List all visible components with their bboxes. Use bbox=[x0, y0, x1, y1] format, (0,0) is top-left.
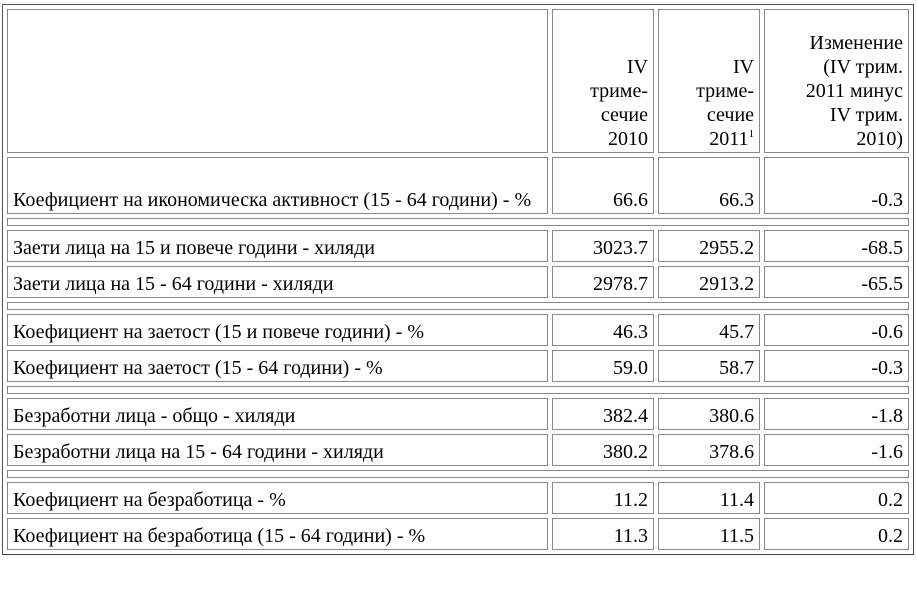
row-label: Безработни лица на 15 - 64 години - хиля… bbox=[7, 434, 548, 466]
value-cell: 58.7 bbox=[658, 350, 761, 382]
header-line: триме- bbox=[590, 80, 648, 102]
table-row: Коефициент на безработица (15 - 64 годин… bbox=[7, 518, 909, 550]
row-label: Коефициент на заетост (15 - 64 години) -… bbox=[7, 350, 548, 382]
header-line: IV трим. bbox=[829, 104, 903, 126]
spacer-cell bbox=[7, 302, 909, 310]
row-label: Коефициент на заетост (15 и повече годин… bbox=[7, 314, 548, 346]
value-cell: 2978.7 bbox=[551, 266, 654, 298]
footnote-mark: 1 bbox=[748, 128, 755, 140]
header-cell bbox=[7, 9, 548, 153]
table-row: Безработни лица на 15 - 64 години - хиля… bbox=[7, 434, 909, 466]
value-cell: 378.6 bbox=[658, 434, 761, 466]
value-cell: 59.0 bbox=[551, 350, 654, 382]
spacer-cell bbox=[7, 386, 909, 394]
table-row: Заети лица на 15 и повече години - хиляд… bbox=[7, 230, 909, 262]
header-line: (IV трим. bbox=[823, 56, 903, 78]
header-cell: IV триме-сечие 20111 bbox=[658, 9, 761, 153]
value-cell: -65.5 bbox=[764, 266, 909, 298]
row-label: Коефициент на безработица - % bbox=[7, 482, 548, 514]
header-line: IV bbox=[732, 56, 755, 78]
header-line: Изменение bbox=[809, 32, 903, 54]
value-cell: 3023.7 bbox=[551, 230, 654, 262]
value-cell: 66.6 bbox=[551, 157, 654, 214]
value-cell: 11.3 bbox=[551, 518, 654, 550]
header-line: сечие bbox=[706, 104, 755, 126]
value-cell: 0.2 bbox=[764, 482, 909, 514]
value-cell: -68.5 bbox=[764, 230, 909, 262]
value-cell: -0.6 bbox=[764, 314, 909, 346]
value-cell: 380.2 bbox=[551, 434, 654, 466]
value-cell: -1.6 bbox=[764, 434, 909, 466]
value-cell: 2955.2 bbox=[658, 230, 761, 262]
header-line: 2011 минус bbox=[805, 80, 903, 102]
table-row: Коефициент на безработица - % 11.2 11.4 0.2 bbox=[7, 482, 909, 514]
header-cell: Изменение (IV трим. 2011 минус IV трим. 2010… bbox=[764, 9, 909, 153]
spacer-cell bbox=[7, 470, 909, 478]
spacer-row bbox=[7, 218, 909, 226]
value-cell: 380.6 bbox=[658, 398, 761, 430]
row-label: Коефициент на безработица (15 - 64 годин… bbox=[7, 518, 548, 550]
spacer-row bbox=[7, 302, 909, 310]
table-row: Коефициент на заетост (15 - 64 години) -… bbox=[7, 350, 909, 382]
row-label: Заети лица на 15 и повече години - хиляд… bbox=[7, 230, 548, 262]
value-cell: 45.7 bbox=[658, 314, 761, 346]
value-cell: 11.5 bbox=[658, 518, 761, 550]
row-label: Коефициент на икономическа активност (15… bbox=[7, 157, 548, 214]
header-line: триме- bbox=[696, 80, 755, 102]
row-label: Заети лица на 15 - 64 години - хиляди bbox=[7, 266, 548, 298]
header-row: IV триме-сечие 2010 IV триме-сечие 20111 Измен… bbox=[7, 9, 909, 153]
table-row: Коефициент на заетост (15 и повече годин… bbox=[7, 314, 909, 346]
table-row: Заети лица на 15 - 64 години - хиляди 297… bbox=[7, 266, 909, 298]
value-cell: 11.2 bbox=[551, 482, 654, 514]
value-cell: 382.4 bbox=[551, 398, 654, 430]
table-row: Коефициент на икономическа активност (15… bbox=[7, 157, 909, 214]
spacer-row bbox=[7, 470, 909, 478]
spacer-row bbox=[7, 386, 909, 394]
header-line: сечие bbox=[600, 104, 648, 126]
header-line: 2011 bbox=[709, 128, 749, 150]
header-line: 2010) bbox=[856, 128, 903, 150]
value-cell: 0.2 bbox=[764, 518, 909, 550]
header-line: IV bbox=[626, 56, 648, 78]
header-line: 2010 bbox=[608, 128, 648, 150]
header-cell: IV триме-сечие 2010 bbox=[551, 9, 654, 153]
row-label: Безработни лица - общо - хиляди bbox=[7, 398, 548, 430]
value-cell: -0.3 bbox=[764, 350, 909, 382]
value-cell: -0.3 bbox=[764, 157, 909, 214]
value-cell: 11.4 bbox=[658, 482, 761, 514]
value-cell: 66.3 bbox=[658, 157, 761, 214]
table-row: Безработни лица - общо - хиляди 382.4 380.… bbox=[7, 398, 909, 430]
value-cell: 46.3 bbox=[551, 314, 654, 346]
spacer-cell bbox=[7, 218, 909, 226]
value-cell: -1.8 bbox=[764, 398, 909, 430]
value-cell: 2913.2 bbox=[658, 266, 761, 298]
data-table: IV триме-сечие 2010 IV триме-сечие 20111 Измен… bbox=[2, 4, 914, 555]
